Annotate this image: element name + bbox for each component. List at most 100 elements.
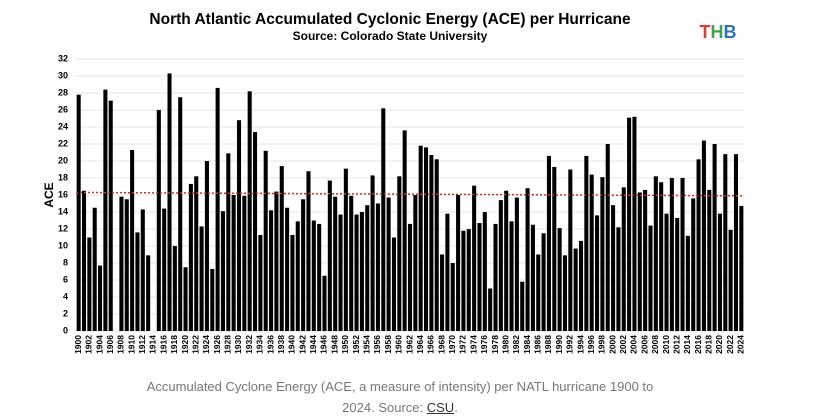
bar — [434, 159, 439, 331]
x-tick-label: 1996 — [586, 335, 596, 354]
x-tick-label: 1904 — [94, 335, 104, 354]
y-tick-label: 12 — [58, 223, 68, 233]
x-tick-label: 1974 — [468, 335, 478, 354]
bar — [247, 91, 252, 331]
bar — [178, 97, 183, 331]
bar — [140, 209, 145, 331]
x-tick-label: 1960 — [394, 335, 404, 354]
bar — [584, 155, 589, 331]
bar — [552, 166, 557, 331]
bar — [204, 161, 209, 331]
logo: THB — [700, 22, 737, 42]
x-tick-label: 1922 — [190, 335, 200, 354]
bar — [119, 196, 124, 331]
bar — [605, 144, 610, 331]
trend-line — [75, 191, 745, 197]
bar — [359, 212, 364, 331]
bar — [98, 265, 103, 331]
y-tick-label: 6 — [63, 274, 68, 284]
bar — [675, 217, 680, 331]
x-tick-label: 2008 — [650, 335, 660, 354]
bar — [156, 110, 161, 331]
bar — [258, 234, 263, 331]
y-axis-label: ACE — [42, 182, 56, 207]
x-tick-label: 2002 — [618, 335, 628, 354]
bar — [397, 176, 402, 331]
bar — [568, 169, 573, 331]
bar — [322, 275, 327, 331]
x-tick-label: 2018 — [704, 335, 714, 354]
bar — [696, 159, 701, 331]
bar — [391, 237, 396, 331]
bar — [135, 232, 140, 331]
x-tick-label: 1920 — [180, 335, 190, 354]
x-tick-label: 2010 — [661, 335, 671, 354]
bar — [616, 227, 621, 331]
bar — [685, 235, 690, 331]
x-tick-label: 1982 — [511, 335, 521, 354]
caption-link[interactable]: CSU — [426, 400, 455, 415]
bar — [311, 220, 316, 331]
bar — [215, 87, 220, 332]
x-tick-label: 2014 — [682, 335, 692, 354]
bar — [167, 73, 172, 331]
x-tick-label: 1970 — [447, 335, 457, 354]
x-tick-label: 2012 — [671, 335, 681, 354]
x-tick-label: 1990 — [554, 335, 564, 354]
bar — [242, 195, 247, 331]
bar — [226, 153, 231, 331]
bar — [723, 154, 728, 331]
bar — [124, 199, 129, 331]
x-tick-label: 1992 — [565, 335, 575, 354]
x-tick-label: 1980 — [500, 335, 510, 354]
bar — [445, 213, 450, 331]
x-tick-label: 1984 — [522, 335, 532, 354]
bar — [653, 176, 658, 331]
bar — [172, 246, 177, 331]
bar — [279, 166, 284, 331]
bar — [210, 268, 215, 331]
bar — [557, 228, 562, 331]
bar — [252, 132, 258, 331]
x-tick-label: 1952 — [351, 335, 361, 354]
bar — [632, 116, 637, 331]
bar — [354, 214, 359, 331]
y-tick-label: 0 — [63, 325, 68, 335]
bar — [595, 215, 600, 331]
x-tick-label: 1946 — [319, 335, 329, 354]
bar — [637, 192, 642, 331]
x-tick-label: 1940 — [287, 335, 297, 354]
bar — [130, 149, 135, 331]
x-tick-label: 1902 — [84, 335, 94, 354]
x-tick-label: 1962 — [404, 335, 414, 354]
y-tick-label: 20 — [58, 155, 68, 165]
y-tick-label: 26 — [58, 104, 68, 114]
bar — [717, 213, 722, 331]
x-tick-label: 1972 — [458, 335, 468, 354]
bar — [541, 233, 546, 331]
x-tick-label: 1956 — [372, 335, 382, 354]
bar — [659, 182, 664, 331]
bar — [477, 223, 482, 331]
bar — [162, 208, 167, 331]
bar — [509, 221, 514, 331]
x-tick-label: 1942 — [297, 335, 307, 354]
y-tick-label: 24 — [58, 121, 68, 131]
y-tick-label: 16 — [58, 189, 68, 199]
x-tick-label: 1926 — [212, 335, 222, 354]
bar — [530, 224, 535, 331]
x-tick-label: 2024 — [736, 335, 746, 354]
x-tick-label: 1916 — [158, 335, 168, 354]
bar — [627, 117, 632, 332]
x-tick-label: 1986 — [533, 335, 543, 354]
x-tick-label: 2022 — [725, 335, 735, 354]
x-tick-label: 1930 — [233, 335, 243, 354]
bar — [493, 223, 498, 331]
x-tick-label: 2004 — [629, 335, 639, 354]
bar — [573, 248, 578, 331]
bar — [669, 178, 674, 331]
caption-text: Accumulated Cyclone Energy (ACE, a measu… — [146, 379, 654, 415]
bar — [440, 254, 445, 331]
x-tick-label: 1934 — [255, 335, 265, 354]
y-tick-label: 30 — [58, 70, 68, 80]
